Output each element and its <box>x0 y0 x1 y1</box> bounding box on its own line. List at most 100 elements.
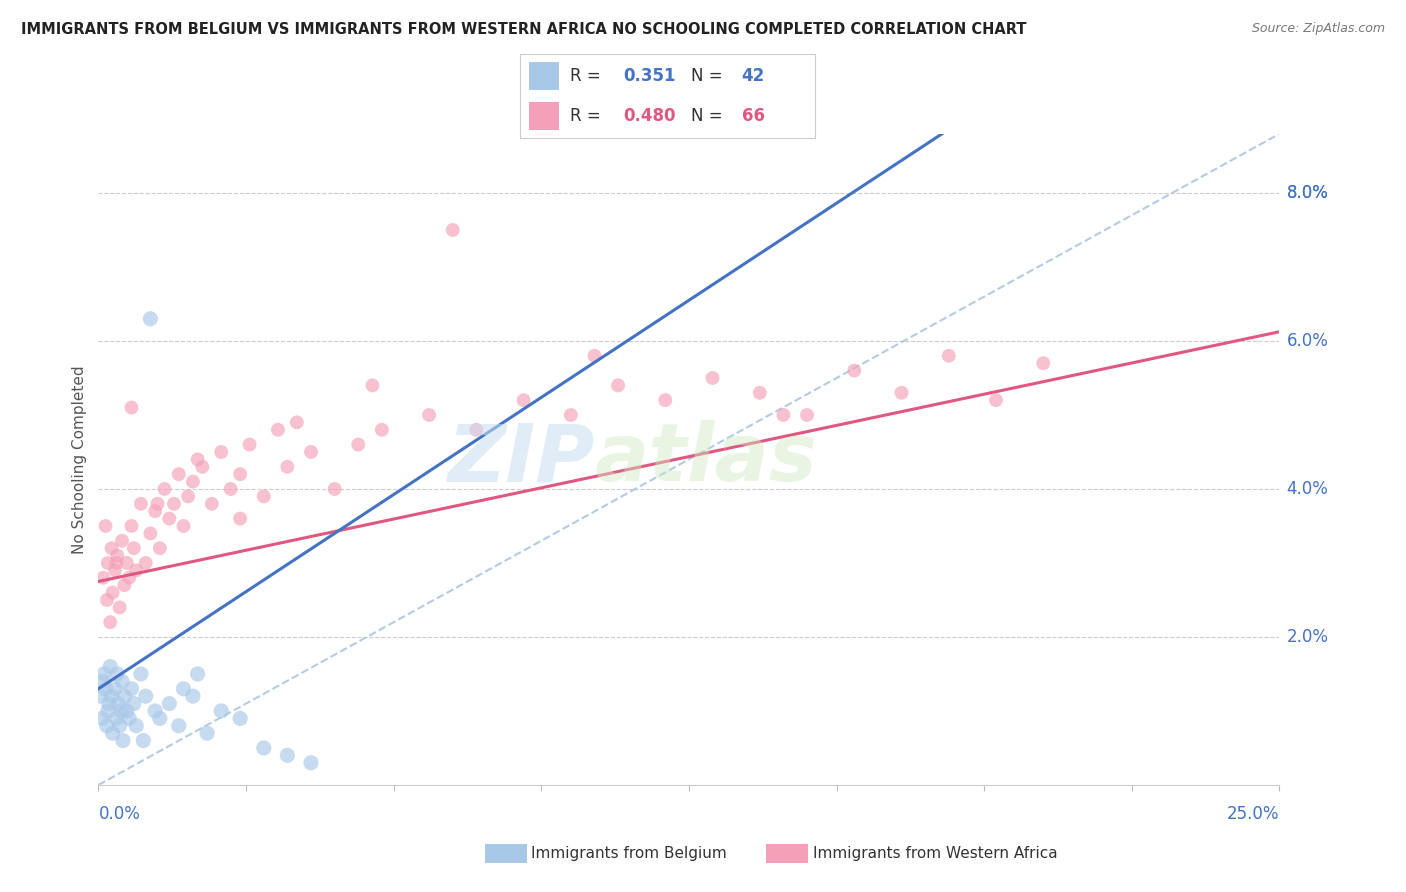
Point <box>101 585 124 599</box>
Point <box>984 393 1007 408</box>
Point <box>129 667 152 681</box>
Point <box>98 615 121 630</box>
Point <box>118 571 141 585</box>
Point <box>299 445 322 459</box>
Point <box>125 563 148 577</box>
Point <box>157 511 180 525</box>
Point <box>209 445 232 459</box>
Point <box>98 659 121 673</box>
Point <box>157 697 180 711</box>
Point <box>121 401 143 415</box>
Point <box>97 697 120 711</box>
Text: ZIP: ZIP <box>447 420 595 499</box>
Point <box>100 689 122 703</box>
Point <box>229 467 252 482</box>
Point <box>181 475 204 489</box>
Point <box>361 378 384 392</box>
Point <box>441 223 464 237</box>
Point <box>209 704 232 718</box>
Point <box>111 674 134 689</box>
Point <box>90 689 112 703</box>
Point <box>105 711 128 725</box>
Point <box>105 667 128 681</box>
Y-axis label: No Schooling Completed: No Schooling Completed <box>72 365 87 554</box>
Point <box>112 578 135 592</box>
Point <box>149 541 172 556</box>
Text: 42: 42 <box>742 67 765 85</box>
Point <box>177 489 200 503</box>
Text: 4.0%: 4.0% <box>1286 480 1329 498</box>
Point <box>91 571 114 585</box>
Point <box>167 719 190 733</box>
Point <box>121 681 143 696</box>
Point <box>107 697 129 711</box>
Point <box>149 711 172 725</box>
Point <box>104 563 127 577</box>
Text: 66: 66 <box>742 107 765 125</box>
Point <box>91 711 114 725</box>
Point <box>239 437 262 451</box>
Point <box>143 504 166 518</box>
Point <box>97 556 120 570</box>
Point <box>143 704 166 718</box>
Point <box>191 459 214 474</box>
Point <box>187 667 209 681</box>
Point <box>195 726 218 740</box>
Point <box>97 704 120 718</box>
Point <box>201 497 224 511</box>
Point <box>94 681 117 696</box>
Point <box>512 393 534 408</box>
Point <box>163 497 186 511</box>
Point <box>129 497 152 511</box>
Point <box>100 541 122 556</box>
Point <box>938 349 960 363</box>
Point <box>418 408 440 422</box>
Point <box>139 311 162 326</box>
Point <box>583 349 606 363</box>
Point <box>105 549 128 563</box>
Point <box>115 556 138 570</box>
Text: Immigrants from Western Africa: Immigrants from Western Africa <box>813 847 1057 861</box>
Point <box>132 733 155 747</box>
Text: N =: N = <box>692 107 728 125</box>
Point <box>181 689 204 703</box>
Point <box>108 600 131 615</box>
Point <box>122 697 145 711</box>
Point <box>110 704 132 718</box>
Point <box>229 711 252 725</box>
Bar <box>529 102 558 130</box>
Bar <box>529 62 558 90</box>
Point <box>748 385 770 400</box>
Text: 0.0%: 0.0% <box>98 805 141 822</box>
Text: IMMIGRANTS FROM BELGIUM VS IMMIGRANTS FROM WESTERN AFRICA NO SCHOOLING COMPLETED: IMMIGRANTS FROM BELGIUM VS IMMIGRANTS FR… <box>21 22 1026 37</box>
Point <box>94 519 117 533</box>
Point <box>371 423 394 437</box>
Point <box>108 719 131 733</box>
Point <box>299 756 322 770</box>
Point <box>172 681 194 696</box>
Point <box>654 393 676 408</box>
Text: Source: ZipAtlas.com: Source: ZipAtlas.com <box>1251 22 1385 36</box>
Point <box>1032 356 1054 370</box>
Text: 8.0%: 8.0% <box>1286 184 1329 202</box>
Point <box>560 408 582 422</box>
Point <box>153 482 176 496</box>
Point <box>135 556 157 570</box>
Text: 6.0%: 6.0% <box>1286 332 1329 350</box>
Point <box>607 378 630 392</box>
Point <box>122 541 145 556</box>
Text: N =: N = <box>692 67 728 85</box>
Text: R =: R = <box>571 67 606 85</box>
Point <box>111 533 134 548</box>
Text: 25.0%: 25.0% <box>1227 805 1279 822</box>
Point <box>115 704 138 718</box>
Point <box>844 363 866 377</box>
Point <box>135 689 157 703</box>
Point <box>267 423 290 437</box>
Point <box>172 519 194 533</box>
Point <box>253 741 276 756</box>
Point <box>139 526 162 541</box>
Point <box>101 726 124 740</box>
Point <box>91 674 114 689</box>
Text: 8.0%: 8.0% <box>1286 184 1329 202</box>
